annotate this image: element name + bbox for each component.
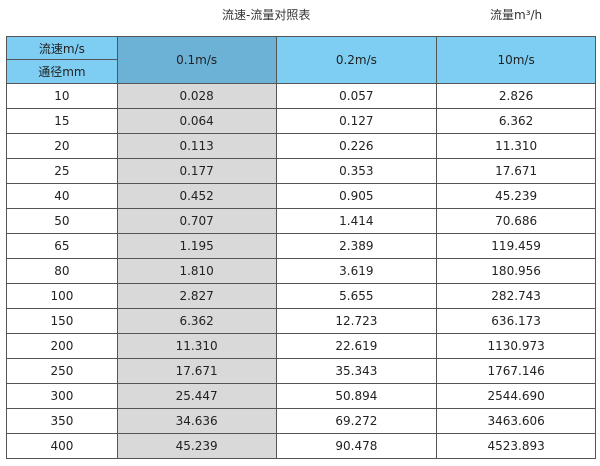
velocity-header: 流速m/s xyxy=(6,36,118,60)
table-row: 15 0.064 0.127 6.362 xyxy=(6,108,596,134)
flow-cell: 1767.146 xyxy=(436,358,596,384)
flow-cell: 0.226 xyxy=(275,133,438,159)
flow-cell: 11.310 xyxy=(116,333,277,359)
flow-cell: 45.239 xyxy=(436,183,596,209)
flow-unit-label: 流量m³/h xyxy=(490,8,543,22)
table-row: 65 1.195 2.389 119.459 xyxy=(6,233,596,259)
table-row: 350 34.636 69.272 3463.606 xyxy=(6,408,596,434)
flow-cell: 0.452 xyxy=(116,183,277,209)
flow-cell: 0.177 xyxy=(116,158,277,184)
flow-cell: 22.619 xyxy=(275,333,438,359)
table-row: 80 1.810 3.619 180.956 xyxy=(6,258,596,284)
flow-cell: 45.239 xyxy=(116,433,277,459)
diameter-cell: 250 xyxy=(6,358,118,384)
flow-cell: 0.064 xyxy=(116,108,277,134)
table-row: 100 2.827 5.655 282.743 xyxy=(6,283,596,309)
diameter-cell: 350 xyxy=(6,408,118,434)
diameter-cell: 50 xyxy=(6,208,118,234)
diameter-cell: 150 xyxy=(6,308,118,334)
flow-cell: 34.636 xyxy=(116,408,277,434)
diameter-cell: 25 xyxy=(6,158,118,184)
flow-cell: 282.743 xyxy=(436,283,596,309)
diameter-cell: 80 xyxy=(6,258,118,284)
flow-cell: 0.113 xyxy=(116,133,277,159)
flow-cell: 1.414 xyxy=(275,208,438,234)
flow-cell: 1.195 xyxy=(116,233,277,259)
flow-cell: 1.810 xyxy=(116,258,277,284)
flow-cell: 0.028 xyxy=(116,83,277,109)
flow-cell: 0.905 xyxy=(275,183,438,209)
diameter-header: 通径mm xyxy=(6,59,118,84)
flow-cell: 6.362 xyxy=(116,308,277,334)
diameter-cell: 40 xyxy=(6,183,118,209)
diameter-cell: 100 xyxy=(6,283,118,309)
diameter-cell: 300 xyxy=(6,383,118,409)
diameter-cell: 200 xyxy=(6,333,118,359)
flow-cell: 119.459 xyxy=(436,233,596,259)
flow-cell: 2.826 xyxy=(436,83,596,109)
table-row: 200 11.310 22.619 1130.973 xyxy=(6,333,596,359)
flow-velocity-table: 流速m/s 0.1m/s 0.2m/s 10m/s 通径mm 10 0.028 0.… xyxy=(6,36,596,459)
flow-cell: 0.353 xyxy=(275,158,438,184)
column-header-10: 10m/s xyxy=(436,36,596,84)
flow-cell: 25.447 xyxy=(116,383,277,409)
table-row: 25 0.177 0.353 17.671 xyxy=(6,158,596,184)
table-row: 50 0.707 1.414 70.686 xyxy=(6,208,596,234)
flow-cell: 2.827 xyxy=(116,283,277,309)
table-row: 10 0.028 0.057 2.826 xyxy=(6,83,596,109)
flow-cell: 5.655 xyxy=(275,283,438,309)
column-header-0-2: 0.2m/s xyxy=(275,36,438,84)
table-row: 300 25.447 50.894 2544.690 xyxy=(6,383,596,409)
flow-cell: 0.057 xyxy=(275,83,438,109)
flow-cell: 69.272 xyxy=(275,408,438,434)
diameter-cell: 65 xyxy=(6,233,118,259)
flow-cell: 2.389 xyxy=(275,233,438,259)
table-title: 流速-流量对照表 xyxy=(222,8,311,22)
table-row: 20 0.113 0.226 11.310 xyxy=(6,133,596,159)
flow-cell: 17.671 xyxy=(116,358,277,384)
flow-cell: 70.686 xyxy=(436,208,596,234)
diameter-cell: 20 xyxy=(6,133,118,159)
flow-cell: 3463.606 xyxy=(436,408,596,434)
flow-cell: 50.894 xyxy=(275,383,438,409)
flow-cell: 3.619 xyxy=(275,258,438,284)
table-row: 400 45.239 90.478 4523.893 xyxy=(6,433,596,459)
flow-cell: 11.310 xyxy=(436,133,596,159)
table-row: 150 6.362 12.723 636.173 xyxy=(6,308,596,334)
flow-cell: 6.362 xyxy=(436,108,596,134)
diameter-cell: 15 xyxy=(6,108,118,134)
flow-cell: 90.478 xyxy=(275,433,438,459)
flow-cell: 17.671 xyxy=(436,158,596,184)
flow-cell: 180.956 xyxy=(436,258,596,284)
flow-cell: 0.127 xyxy=(275,108,438,134)
flow-cell: 35.343 xyxy=(275,358,438,384)
flow-cell: 1130.973 xyxy=(436,333,596,359)
flow-cell: 12.723 xyxy=(275,308,438,334)
flow-cell: 0.707 xyxy=(116,208,277,234)
diameter-cell: 400 xyxy=(6,433,118,459)
table-row: 250 17.671 35.343 1767.146 xyxy=(6,358,596,384)
diameter-cell: 10 xyxy=(6,83,118,109)
flow-cell: 2544.690 xyxy=(436,383,596,409)
column-header-0-1: 0.1m/s xyxy=(116,36,277,84)
flow-cell: 4523.893 xyxy=(436,433,596,459)
table-row: 40 0.452 0.905 45.239 xyxy=(6,183,596,209)
flow-cell: 636.173 xyxy=(436,308,596,334)
